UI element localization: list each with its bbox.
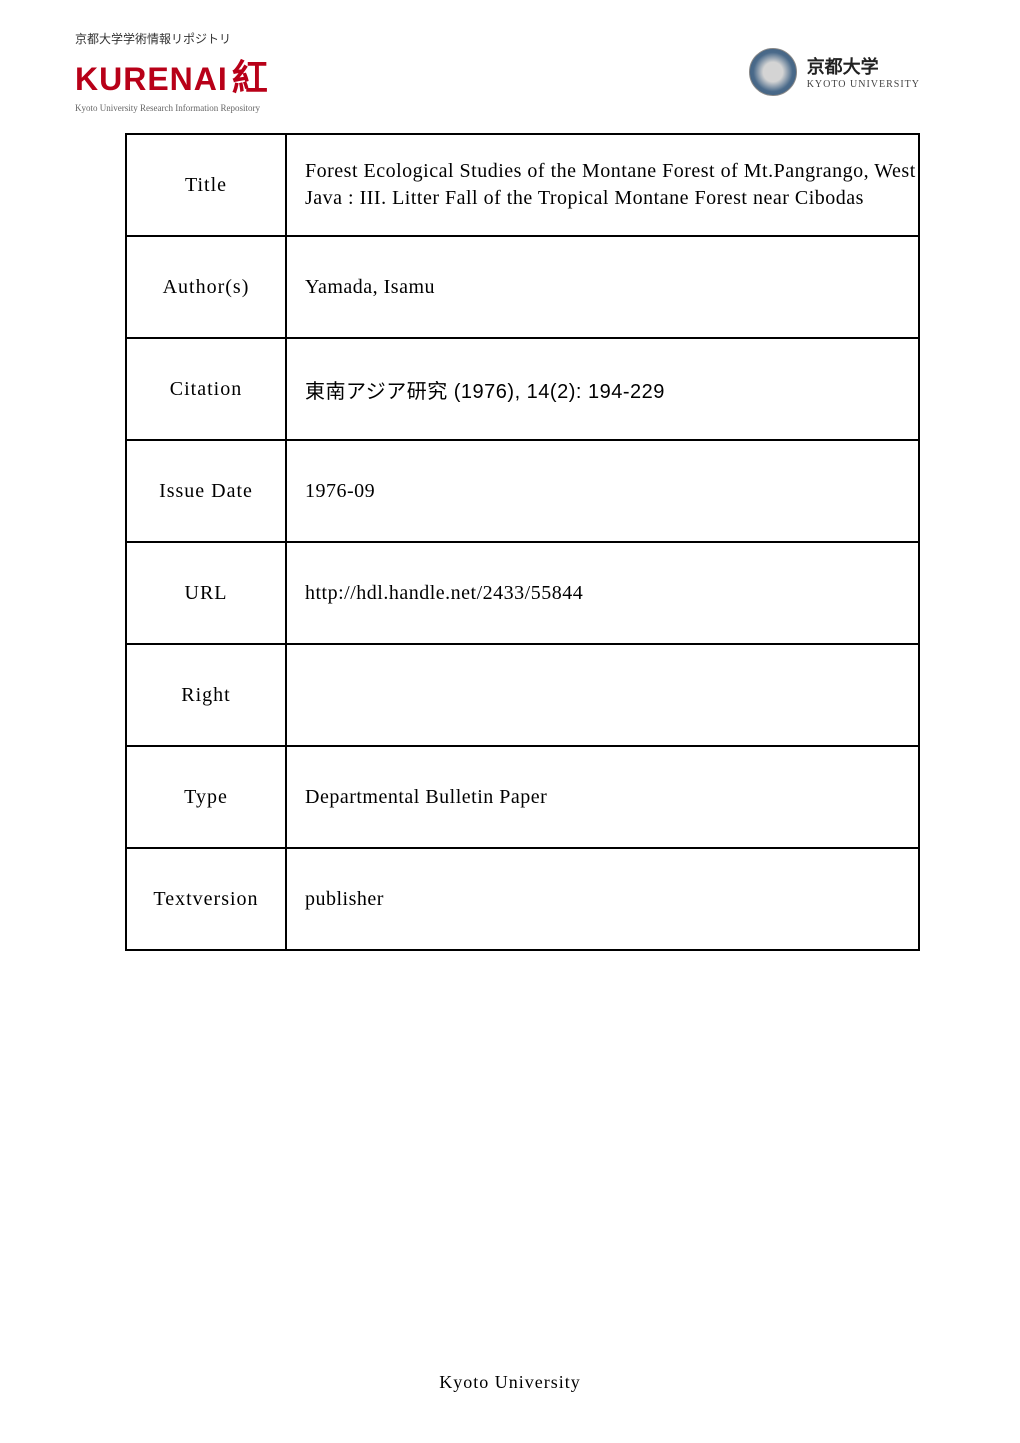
label-title: Title: [126, 134, 286, 236]
value-textversion: publisher: [286, 848, 919, 950]
label-right: Right: [126, 644, 286, 746]
kurenai-jp-text: 京都大学学術情報リポジトリ: [75, 30, 231, 47]
table-row: Issue Date 1976-09: [126, 440, 919, 542]
kurenai-logo-block: 京都大学学術情報リポジトリ KURENAI 紅 Kyoto University…: [75, 30, 268, 113]
table-row: Title Forest Ecological Studies of the M…: [126, 134, 919, 236]
university-jp-name: 京都大学: [807, 53, 920, 79]
table-row: Author(s) Yamada, Isamu: [126, 236, 919, 338]
table-row: URL http://hdl.handle.net/2433/55844: [126, 542, 919, 644]
table-row: Type Departmental Bulletin Paper: [126, 746, 919, 848]
kurenai-logo: KURENAI 紅: [75, 49, 268, 101]
page-footer: Kyoto University: [0, 1372, 1020, 1393]
kurenai-main-text: KURENAI: [75, 61, 228, 98]
value-type: Departmental Bulletin Paper: [286, 746, 919, 848]
value-title: Forest Ecological Studies of the Montane…: [286, 134, 919, 236]
metadata-table: Title Forest Ecological Studies of the M…: [125, 133, 920, 951]
label-issue-date: Issue Date: [126, 440, 286, 542]
label-citation: Citation: [126, 338, 286, 440]
label-type: Type: [126, 746, 286, 848]
university-text-block: 京都大学 KYOTO UNIVERSITY: [807, 53, 920, 90]
university-seal-icon: [749, 48, 797, 96]
value-url: http://hdl.handle.net/2433/55844: [286, 542, 919, 644]
kurenai-subtitle: Kyoto University Research Information Re…: [75, 103, 260, 113]
label-author: Author(s): [126, 236, 286, 338]
university-logo-block: 京都大学 KYOTO UNIVERSITY: [749, 48, 920, 96]
page-header: 京都大学学術情報リポジトリ KURENAI 紅 Kyoto University…: [0, 0, 1020, 128]
value-citation: 東南アジア研究 (1976), 14(2): 194-229: [286, 338, 919, 440]
table-row: Textversion publisher: [126, 848, 919, 950]
value-issue-date: 1976-09: [286, 440, 919, 542]
metadata-table-body: Title Forest Ecological Studies of the M…: [126, 134, 919, 950]
value-right: [286, 644, 919, 746]
table-row: Right: [126, 644, 919, 746]
label-textversion: Textversion: [126, 848, 286, 950]
value-author: Yamada, Isamu: [286, 236, 919, 338]
university-en-name: KYOTO UNIVERSITY: [807, 79, 920, 90]
table-row: Citation 東南アジア研究 (1976), 14(2): 194-229: [126, 338, 919, 440]
label-url: URL: [126, 542, 286, 644]
kurenai-symbol: 紅: [232, 49, 268, 101]
